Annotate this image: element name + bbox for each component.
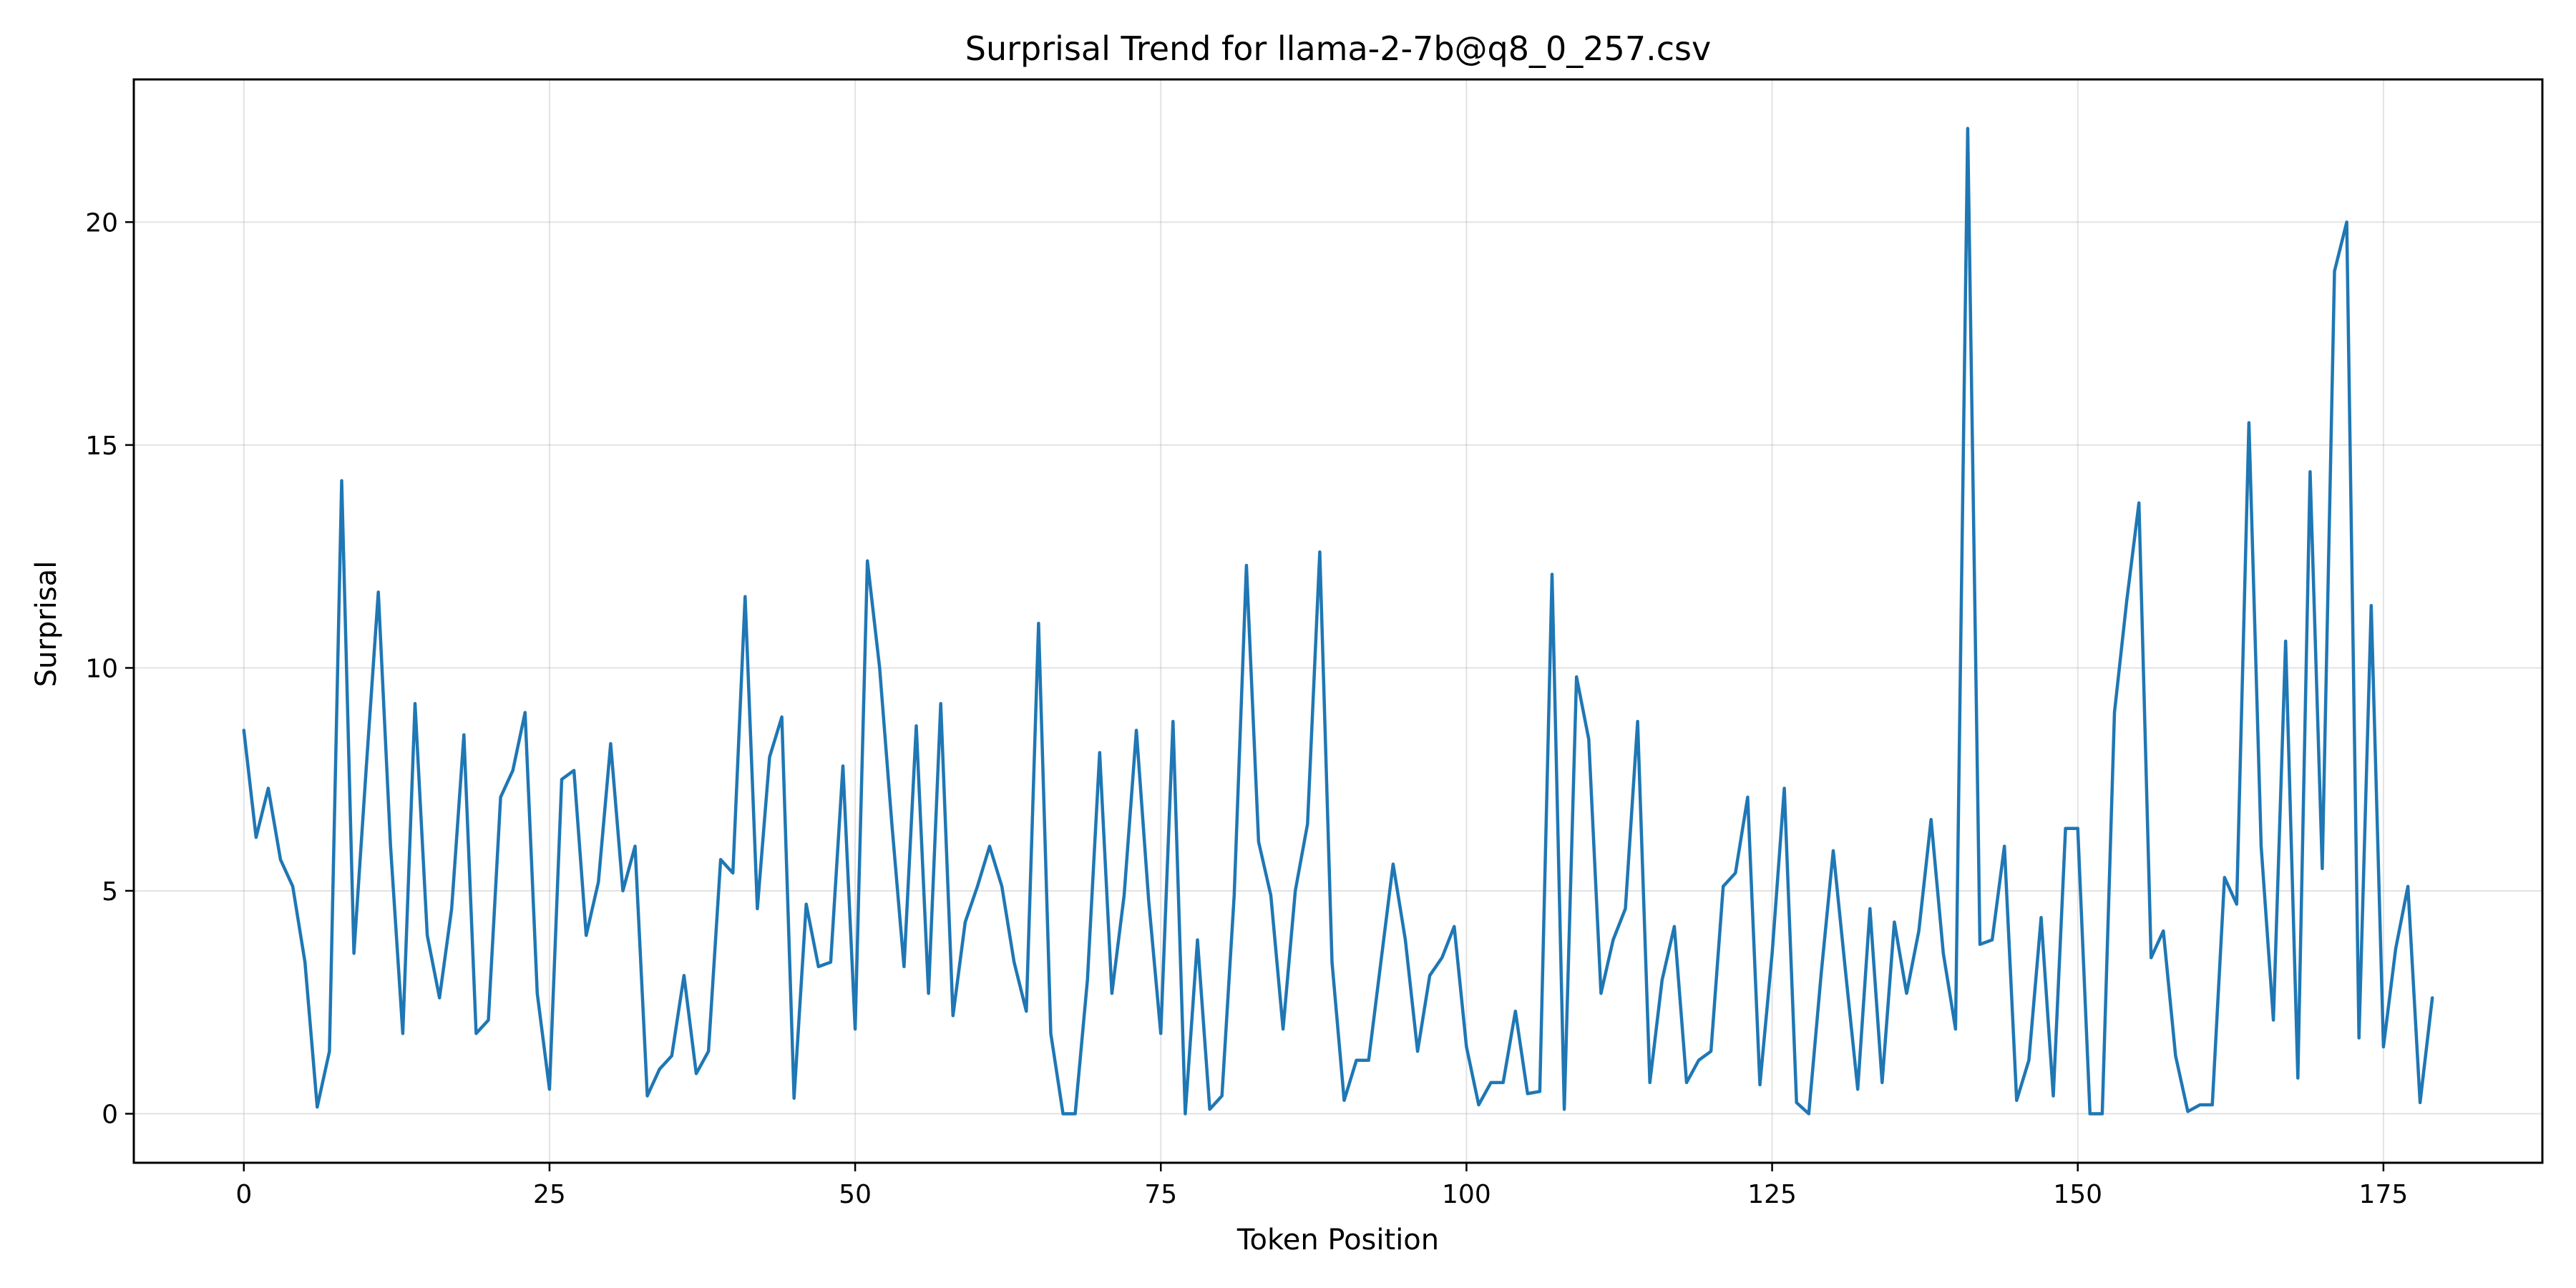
x-tick-label: 0 <box>235 1180 252 1209</box>
y-tick-label: 5 <box>102 877 118 907</box>
x-axis-ticks: 0 25 50 75 100 125 150 175 <box>235 1163 2408 1209</box>
y-axis-label: Surprisal <box>30 561 63 688</box>
y-axis-ticks: 0 5 10 15 20 <box>85 208 134 1129</box>
grid <box>134 79 2542 1163</box>
y-tick-label: 10 <box>85 654 118 683</box>
x-axis-label: Token Position <box>1236 1224 1439 1257</box>
x-tick-label: 50 <box>839 1180 872 1209</box>
x-tick-label: 125 <box>1747 1180 1797 1209</box>
x-tick-label: 25 <box>533 1180 566 1209</box>
x-tick-label: 150 <box>2053 1180 2102 1209</box>
x-tick-label: 100 <box>1442 1180 1491 1209</box>
series-layer <box>242 127 2434 1116</box>
plot-frame <box>132 78 2544 1164</box>
y-tick-label: 15 <box>85 431 118 461</box>
series-line-0 <box>242 127 2434 1116</box>
y-tick-label: 20 <box>85 208 118 238</box>
x-tick-label: 75 <box>1144 1180 1177 1209</box>
y-tick-label: 0 <box>102 1100 118 1129</box>
chart-title: Surprisal Trend for llama-2-7b@q8_0_257.… <box>965 29 1711 68</box>
x-tick-label: 175 <box>2359 1180 2409 1209</box>
